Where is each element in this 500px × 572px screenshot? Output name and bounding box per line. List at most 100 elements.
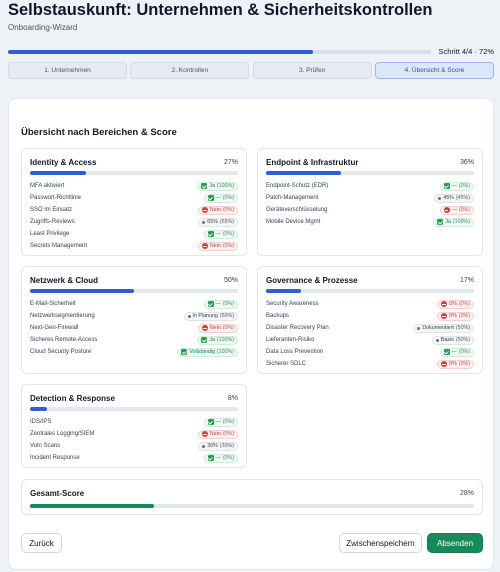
status-percent: (50%) [219,313,234,319]
checkmark-icon [207,455,214,461]
checkmark-icon [443,349,450,355]
step-tab-uebersicht[interactable]: 4. Übersicht & Score [374,62,494,79]
panel-title: Governance & Prozesse [266,275,358,285]
control-label: Cloud Security Posture [30,349,92,355]
status-value: — [215,195,221,201]
status-value: Ja [209,337,215,343]
control-list: E-Mail-Sicherheit — (0%) Netzwerksegmentier… [30,298,238,358]
status-percent: (45%) [455,195,470,201]
status-percent: (0%) [222,325,234,331]
control-row: Data Loss Prevention — (0%) [266,346,474,358]
panel-score-track [266,171,474,175]
minus-circle-icon [441,313,448,319]
status-value: In Planung [192,313,218,319]
summary-card: Übersicht nach Bereichen & Score Identit… [8,98,494,570]
control-row: Disaster Recovery Plan Dokumentiert (50%) [266,322,474,334]
progress-fill [8,50,313,54]
checkmark-icon [201,183,208,189]
status-percent: (0%) [458,301,470,307]
control-list: Security Awareness 0% (0%) Backups 0% (0%) Dis… [266,298,474,370]
control-label: Secrets Management [30,243,88,249]
panel-title: Endpoint & Infrastruktur [266,157,359,167]
page-title: Selbstauskunft: Unternehmen & Sicherheit… [8,1,433,19]
control-label: Least Privilege [30,231,70,237]
control-label: Passwort-Richtlinie [30,195,82,201]
status-percent: (100%) [216,183,234,189]
panel-score: 50% [223,276,238,284]
control-label: Security Awareness [266,301,319,307]
status-value: 0% [449,313,457,319]
control-row: Zentrales Logging/SIEM Nein (0%) [30,428,238,440]
wizard-steps: 1. Unternehmen 2. Kontrollen 3. Prüfen 4… [8,62,494,79]
control-row: Sicherer SDLC 0% (0%) [266,358,474,370]
panel-score-fill [266,289,302,293]
wizard-progress: Schritt 4/4 · 72% [8,47,496,57]
control-label: Incident Response [30,455,80,461]
status-percent: (0%) [222,207,234,213]
status-percent: (50%) [455,325,470,331]
checkmark-icon [443,183,450,189]
status-badge: Nein (0%) [197,323,238,333]
status-percent: (0%) [458,361,470,367]
minus-circle-icon [441,301,448,307]
save-draft-button[interactable]: Zwischenspeichern [339,533,422,553]
step-tab-unternehmen[interactable]: 1. Unternehmen [8,62,127,79]
dot-icon [202,220,206,224]
control-row: Patch-Management 45% (45%) [266,192,474,204]
status-value: — [451,207,457,213]
panel-score: 27% [223,158,238,166]
control-row: E-Mail-Sicherheit — (0%) [30,298,238,310]
step-tab-pruefen[interactable]: 3. Prüfen [252,62,372,79]
status-percent: (100%) [216,349,234,355]
status-percent: (100%) [452,219,470,225]
minus-circle-icon [201,325,208,331]
control-row: Backups 0% (0%) [266,310,474,322]
control-row: Netzwerksegmentierung In Planung (50%) [30,310,238,322]
checkmark-icon [207,301,214,307]
status-value: Nein [209,325,221,331]
status-badge: Nein (0%) [197,205,238,215]
status-badge: Dokumentiert (50%) [413,323,474,333]
status-value: Dokumentiert [422,325,454,331]
panel-score-track [30,289,238,293]
dot-icon [435,338,439,342]
status-value: Nein [209,207,221,213]
status-value: — [215,301,221,307]
panel-title: Identity & Access [30,157,97,167]
control-label: Lieferanten-Risiko [266,337,315,343]
step-tab-kontrollen[interactable]: 2. Kontrollen [130,62,250,79]
status-badge: — (0%) [203,229,238,239]
status-badge: — (0%) [439,205,474,215]
status-value: — [215,419,221,425]
control-label: IDS/IPS [30,419,52,425]
panel-score-fill [30,289,134,293]
status-value: 0% [449,301,457,307]
control-label: Patch-Management [266,195,319,201]
control-row: Lieferanten-Risiko Basis (50%) [266,334,474,346]
dot-icon [438,196,442,200]
panel-score-fill [30,171,87,175]
panel-netzwerk-cloud: Netzwerk & Cloud 50% E-Mail-Sicherheit —(… [21,266,247,374]
status-percent: (0%) [458,349,470,355]
status-badge: 0% (0%) [437,359,474,369]
status-value: — [215,455,221,461]
status-percent: (0%) [458,183,470,189]
control-label: Next-Gen-Firewall [30,325,79,331]
status-badge: 45% (45%) [434,193,474,203]
dot-icon [187,314,191,318]
panel-title: Netzwerk & Cloud [30,275,99,285]
control-row: Zugriffs-Reviews 65% (65%) [30,216,238,228]
panel-score-track [30,171,238,175]
submit-button[interactable]: Absenden [427,533,483,553]
panel-score: 36% [459,158,474,166]
status-badge: Nein (0%) [197,241,238,251]
control-row: Secrets Management Nein (0%) [30,240,238,252]
status-badge: — (0%) [203,299,238,309]
panel-score-fill [30,407,47,411]
control-row: SSO im Einsatz Nein (0%) [30,204,238,216]
back-button[interactable]: Zurück [21,533,62,553]
control-row: Endpoint-Schutz (EDR) — (0%) [266,180,474,192]
control-row: MFA aktiviert Ja (100%) [30,180,238,192]
control-label: Endpoint-Schutz (EDR) [266,183,329,189]
status-badge: In Planung (50%) [183,311,238,321]
